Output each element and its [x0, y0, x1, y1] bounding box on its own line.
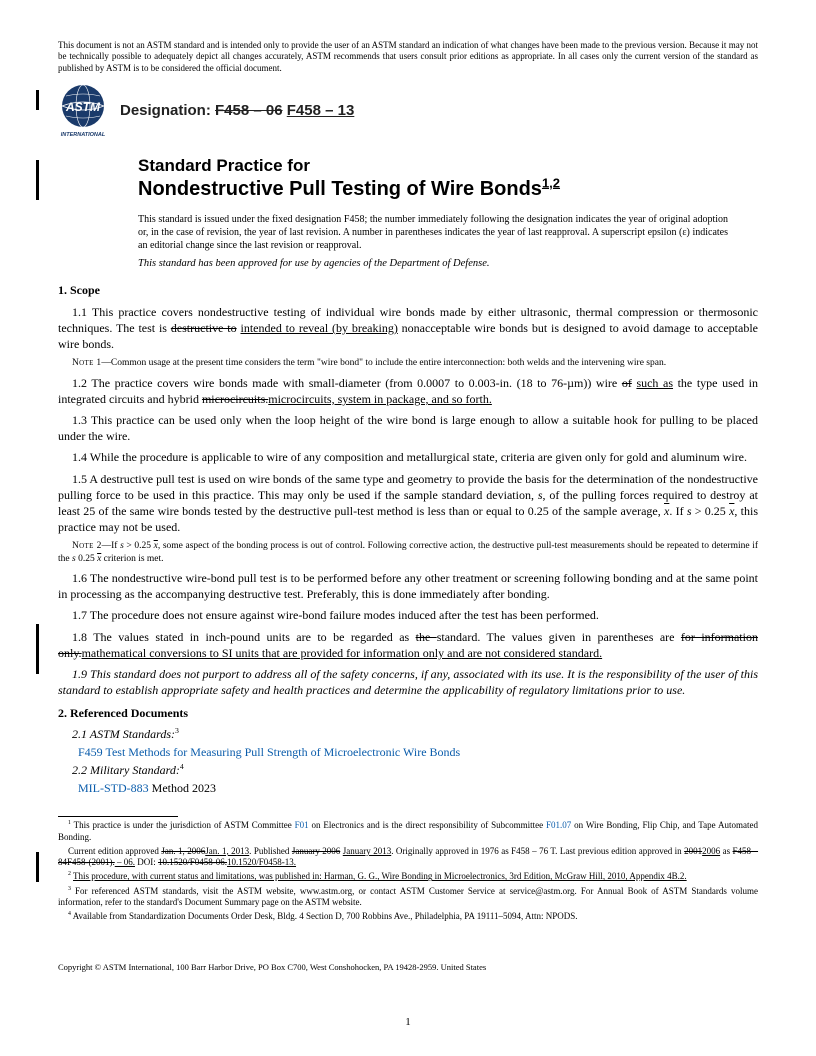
issuance-note: This standard is issued under the fixed …	[138, 213, 728, 252]
para-1-8: 1.8 The values stated in inch-pound unit…	[58, 629, 758, 661]
footnote-4: 4 Available from Standardization Documen…	[58, 911, 758, 922]
ref-mil-title: Method 2023	[152, 781, 216, 795]
copyright-line: Copyright © ASTM International, 100 Barr…	[58, 962, 758, 972]
section-1-head: 1. Scope	[58, 283, 758, 298]
astm-logo: ASTM INTERNATIONAL	[58, 84, 108, 138]
footnote-rule	[58, 816, 178, 817]
subhead-2-1: 2.1 ASTM Standards:3	[58, 727, 758, 742]
change-bar	[36, 624, 39, 674]
svg-text:ASTM: ASTM	[65, 100, 101, 114]
para-1-9: 1.9 This standard does not purport to ad…	[58, 666, 758, 698]
designation-old: F458 – 06	[215, 102, 283, 119]
change-bar	[36, 160, 39, 200]
ref-mil-code[interactable]: MIL-STD-883	[78, 781, 149, 795]
para-1-1: 1.1 This practice covers nondestructive …	[58, 304, 758, 353]
para-1-3: 1.3 This practice can be used only when …	[58, 412, 758, 444]
footnote-1b: Current edition approved Jan. 1, 2006Jan…	[58, 846, 758, 869]
footnote-1: 1 This practice is under the jurisdictio…	[58, 820, 758, 843]
ref-mil: MIL-STD-883 Method 2023	[78, 781, 758, 796]
ref-f459: F459 Test Methods for Measuring Pull Str…	[78, 745, 758, 760]
designation-new: F458 – 13	[287, 102, 355, 119]
fn1-link1[interactable]: F01	[295, 820, 309, 830]
section-2-head: 2. Referenced Documents	[58, 706, 758, 721]
title-main: Nondestructive Pull Testing of Wire Bond…	[138, 178, 758, 201]
top-disclaimer: This document is not an ASTM standard an…	[58, 40, 758, 74]
footnote-3: 3 For referenced ASTM standards, visit t…	[58, 886, 758, 909]
fn1-link2[interactable]: F01.07	[546, 820, 571, 830]
change-bar	[36, 90, 39, 110]
footnote-2: 2 This procedure, with current status an…	[58, 871, 758, 882]
header-row: ASTM INTERNATIONAL Designation: F458 – 0…	[58, 84, 758, 138]
note-2: Note 2—If s > 0.25 x, some aspect of the…	[58, 540, 758, 565]
para-1-5: 1.5 A destructive pull test is used on w…	[58, 471, 758, 536]
title-kicker: Standard Practice for	[138, 156, 758, 176]
ref-f459-title[interactable]: Test Methods for Measuring Pull Strength…	[105, 745, 460, 759]
subhead-2-2: 2.2 Military Standard:4	[58, 763, 758, 778]
para-1-6: 1.6 The nondestructive wire-bond pull te…	[58, 570, 758, 602]
title-block: Standard Practice for Nondestructive Pul…	[138, 156, 758, 201]
note-1: Note 1—Common usage at the present time …	[58, 357, 758, 369]
designation: Designation: F458 – 06 F458 – 13	[120, 102, 354, 119]
para-1-7: 1.7 The procedure does not ensure agains…	[58, 607, 758, 623]
page-number: 1	[0, 1016, 816, 1028]
ref-f459-code[interactable]: F459	[78, 745, 103, 759]
para-1-4: 1.4 While the procedure is applicable to…	[58, 449, 758, 465]
change-bar	[36, 852, 39, 882]
svg-text:INTERNATIONAL: INTERNATIONAL	[61, 132, 106, 138]
para-1-2: 1.2 The practice covers wire bonds made …	[58, 375, 758, 407]
dod-approval-note: This standard has been approved for use …	[138, 258, 758, 269]
